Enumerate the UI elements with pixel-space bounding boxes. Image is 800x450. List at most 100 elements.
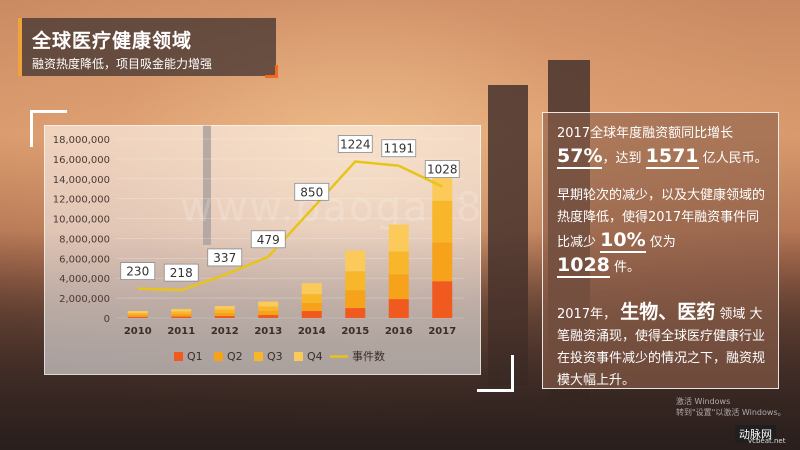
bar-segment-q1 bbox=[258, 315, 279, 318]
info-growth-percent: 57% bbox=[557, 145, 603, 169]
event-count-label: 337 bbox=[213, 251, 236, 265]
x-tick-label: 2014 bbox=[298, 326, 326, 337]
bar-segment-q3 bbox=[432, 200, 453, 243]
info-event-count: 1028 bbox=[557, 254, 610, 278]
info-sector-suffix: 领域 bbox=[719, 307, 746, 322]
event-count-label: 218 bbox=[170, 266, 193, 280]
bar-segment-q4 bbox=[388, 224, 409, 252]
legend-label: Q3 bbox=[267, 350, 283, 363]
title-block: 全球医疗健康领域 融资热度降低，项目吸金能力增强 bbox=[18, 18, 278, 78]
info-only-label: 仅为 bbox=[649, 235, 676, 250]
y-tick-label: 0 bbox=[104, 314, 110, 325]
title-corner-accent bbox=[265, 65, 278, 78]
y-tick-label: 10,000,000 bbox=[53, 215, 110, 226]
os-activation-subtitle: 转到"设置"以激活 Windows。 bbox=[676, 408, 786, 417]
bar-segment-q1 bbox=[127, 316, 148, 318]
event-count-label-box bbox=[381, 139, 417, 158]
x-tick-label: 2017 bbox=[428, 326, 456, 337]
info-sector-text: 大笔融资涌现，使得全球医疗健康行业在投资事件减少的情况之下，融资规模大幅上升。 bbox=[557, 307, 766, 388]
legend-swatch-q4 bbox=[294, 352, 303, 361]
event-count-label: 230 bbox=[126, 265, 149, 279]
y-tick-label: 8,000,000 bbox=[59, 234, 110, 245]
legend-swatch-q1 bbox=[174, 352, 183, 361]
y-tick-label: 4,000,000 bbox=[59, 274, 110, 285]
brand-url: vcbeat.net bbox=[748, 437, 786, 445]
event-count-label-box bbox=[163, 263, 199, 282]
funding-chart: 0 2,000,000 4,000,000 6,000,000 8,000,000 10,… bbox=[53, 135, 464, 363]
y-tick-label: 6,000,000 bbox=[59, 254, 110, 265]
bar-segment-q1 bbox=[171, 316, 192, 318]
bar-segment-q2 bbox=[258, 311, 279, 316]
bar-segment-q1 bbox=[345, 308, 366, 318]
event-count-label: 479 bbox=[257, 233, 280, 247]
legend-label: Q1 bbox=[187, 350, 203, 363]
bar-segment-q1 bbox=[432, 281, 453, 318]
bar-segment-q2 bbox=[432, 242, 453, 282]
info-reach-label: ，达到 bbox=[602, 151, 642, 166]
bar-segment-q4 bbox=[127, 311, 148, 314]
bar-segment-q3 bbox=[127, 313, 148, 315]
x-tick-label: 2011 bbox=[167, 326, 195, 337]
bar-segment-q3 bbox=[258, 306, 279, 312]
bar-segment-q2 bbox=[171, 314, 192, 317]
info-amount-unit: 亿人民币。 bbox=[702, 151, 768, 166]
x-tick-label: 2012 bbox=[211, 326, 239, 337]
page-subtitle: 融资热度降低，项目吸金能力增强 bbox=[32, 57, 213, 71]
event-count-label: 1191 bbox=[383, 142, 414, 156]
os-activation-title: 激活 Windows bbox=[676, 397, 731, 406]
bar-segment-q1 bbox=[214, 316, 235, 318]
y-tick-label: 18,000,000 bbox=[53, 135, 110, 146]
page-title: 全球医疗健康领域 bbox=[32, 30, 193, 52]
y-tick-label: 16,000,000 bbox=[53, 155, 110, 166]
y-tick-label: 2,000,000 bbox=[59, 294, 110, 305]
info-year-label: 2017年， bbox=[557, 307, 617, 322]
bar-segment-q3 bbox=[388, 251, 409, 275]
event-count-label-box bbox=[207, 248, 243, 267]
legend-swatch-q3 bbox=[254, 352, 263, 361]
bar-segment-q3 bbox=[171, 311, 192, 315]
bar-segment-q1 bbox=[301, 311, 322, 318]
legend-label: Q4 bbox=[307, 350, 323, 363]
bar-segment-q2 bbox=[388, 274, 409, 300]
bar-segment-q4 bbox=[214, 306, 235, 310]
info-decline-text: 早期轮次的减少，以及大健康领域的热度降低，使得2017年融资事件同比减少 bbox=[557, 188, 766, 250]
event-count-label-box bbox=[294, 182, 330, 201]
bar-segment-q4 bbox=[301, 283, 322, 295]
watermark-text: www.baogao8 bbox=[180, 185, 484, 231]
info-growth-label: 2017全球年度融资额同比增长 bbox=[557, 126, 734, 141]
event-count-label-box bbox=[424, 160, 460, 178]
legend-label: Q2 bbox=[227, 350, 243, 363]
event-count-label: 1224 bbox=[340, 138, 371, 152]
frame-corner-bottom-right bbox=[477, 355, 514, 392]
info-paragraph-1: 2017全球年度融资额同比增长 57%，达到 1571 亿人民币。 bbox=[557, 123, 771, 170]
x-tick-label: 2013 bbox=[254, 326, 282, 337]
bar-segment-q2 bbox=[301, 303, 322, 312]
event-count-label-box bbox=[120, 262, 156, 280]
info-panel: 2017全球年度融资额同比增长 57%，达到 1571 亿人民币。 早期轮次的减… bbox=[542, 112, 779, 389]
bar-segment-q2 bbox=[345, 290, 366, 309]
event-count-label: 1028 bbox=[427, 163, 458, 177]
info-decline-percent: 10% bbox=[600, 229, 646, 253]
info-amount: 1571 bbox=[645, 145, 699, 169]
x-tick-label: 2016 bbox=[385, 326, 413, 337]
legend-swatch-q2 bbox=[214, 352, 223, 361]
bar-segment-q1 bbox=[388, 299, 409, 318]
bar-segment-q3 bbox=[345, 271, 366, 291]
os-activation-watermark: 激活 Windows 转到"设置"以激活 Windows。 bbox=[676, 396, 786, 418]
event-count-label-box bbox=[337, 135, 373, 153]
bar-segment-q3 bbox=[214, 309, 235, 314]
title-accent-bar bbox=[18, 18, 22, 76]
info-sector-highlight: 生物、医药 bbox=[620, 301, 716, 323]
x-tick-label: 2015 bbox=[341, 326, 369, 337]
legend-label: 事件数 bbox=[352, 350, 385, 363]
brand-logo: 动脉网 bbox=[735, 425, 776, 443]
bar-segment-q4 bbox=[258, 301, 279, 307]
bar-segment-q2 bbox=[127, 314, 148, 317]
info-paragraph-3: 2017年， 生物、医药 领域 大笔融资涌现，使得全球医疗健康行业在投资事件减少… bbox=[557, 301, 771, 392]
bar-segment-q4 bbox=[171, 309, 192, 312]
bar-segment-q4 bbox=[345, 250, 366, 272]
event-count-label-box bbox=[250, 230, 286, 249]
info-event-unit: 件。 bbox=[614, 260, 641, 275]
event-count-line bbox=[137, 160, 443, 292]
bar-segment-q3 bbox=[301, 294, 322, 304]
